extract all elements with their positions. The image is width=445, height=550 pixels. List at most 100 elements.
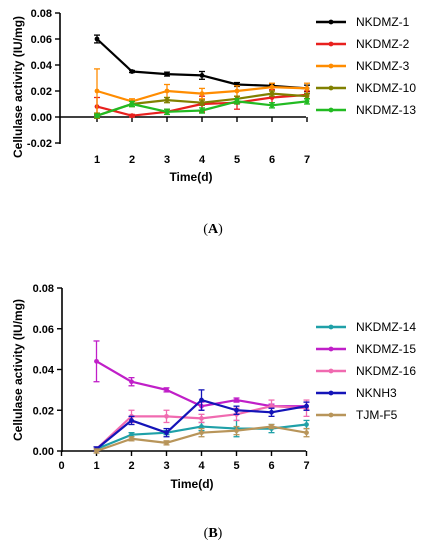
- data-point: [234, 88, 240, 94]
- data-point: [269, 409, 274, 415]
- legend-marker: [328, 412, 334, 418]
- series-nkdmz-1: [94, 34, 310, 93]
- data-point: [304, 93, 310, 99]
- data-point: [234, 407, 239, 413]
- series-nkdmz-13: [94, 98, 310, 119]
- data-point: [129, 113, 135, 119]
- data-point: [129, 101, 135, 107]
- data-point: [199, 430, 204, 436]
- data-point: [94, 358, 99, 364]
- y-tick-label: 0.06: [33, 324, 54, 336]
- legend-label: NKDMZ-2: [356, 37, 410, 51]
- x-tick-label: 3: [164, 154, 170, 166]
- data-point: [304, 422, 309, 427]
- x-tick-label: 4: [199, 154, 206, 166]
- data-point: [199, 108, 205, 113]
- legend-marker: [328, 85, 334, 91]
- data-point: [304, 99, 310, 104]
- x-tick-label: 6: [268, 460, 274, 472]
- data-point: [129, 432, 134, 438]
- x-tick-label: 5: [233, 460, 239, 472]
- data-point: [164, 387, 169, 393]
- legend-label: NKDMZ-10: [356, 81, 416, 95]
- data-point: [94, 113, 100, 119]
- legend-marker: [328, 324, 334, 330]
- x-tick-label: 1: [94, 154, 100, 166]
- x-tick-label: 0: [58, 460, 64, 472]
- data-point: [269, 424, 274, 429]
- y-tick-label: 0.08: [33, 283, 54, 295]
- x-tick-label: 7: [303, 460, 309, 472]
- data-point: [269, 84, 275, 90]
- data-point: [199, 397, 204, 403]
- legend-marker: [328, 390, 334, 396]
- data-point: [129, 379, 134, 385]
- data-point: [164, 88, 170, 94]
- legend-label: NKDMZ-3: [356, 59, 410, 73]
- data-point: [94, 88, 100, 94]
- data-point: [164, 71, 170, 77]
- data-point: [199, 416, 204, 421]
- data-point: [269, 91, 275, 96]
- y-tick-label: 0.02: [33, 405, 54, 417]
- data-point: [234, 99, 240, 104]
- x-tick-label: 1: [93, 460, 99, 472]
- data-point: [164, 413, 169, 419]
- y-tick-label: 0.06: [31, 34, 52, 46]
- x-tick-label: 2: [129, 154, 135, 166]
- data-point: [164, 440, 169, 446]
- legend-label: NKNH3: [356, 386, 397, 400]
- data-point: [129, 418, 134, 423]
- series-line: [96, 38, 308, 90]
- legend-marker: [328, 19, 334, 25]
- x-axis-label: Time(d): [170, 477, 213, 491]
- data-point: [94, 448, 99, 454]
- x-tick-label: 3: [163, 460, 169, 472]
- panel-label: (A): [203, 222, 223, 237]
- x-tick-label: 5: [234, 154, 240, 166]
- legend-marker: [328, 41, 334, 47]
- data-point: [269, 102, 275, 108]
- data-point: [304, 403, 309, 409]
- data-point: [304, 86, 310, 91]
- data-point: [129, 69, 135, 74]
- y-tick-label: 0.08: [31, 8, 52, 20]
- legend-marker: [328, 107, 334, 113]
- legend-label: NKDMZ-15: [356, 342, 416, 356]
- x-tick-label: 6: [269, 154, 275, 166]
- x-tick-label: 2: [128, 460, 134, 472]
- y-tick-label: -0.02: [27, 138, 52, 150]
- y-tick-label: 0.00: [33, 446, 54, 458]
- data-point: [304, 430, 309, 436]
- data-point: [199, 100, 205, 106]
- legend-label: NKDMZ-16: [356, 364, 416, 378]
- legend-label: NKDMZ-13: [356, 103, 416, 117]
- data-point: [269, 403, 274, 409]
- x-tick-label: 4: [198, 460, 205, 472]
- data-point: [94, 36, 100, 42]
- x-tick-label: 7: [304, 154, 310, 166]
- y-tick-label: 0.04: [33, 365, 55, 377]
- legend-label: TJM-F5: [356, 408, 398, 422]
- legend-marker: [328, 346, 334, 352]
- panel-label: (B): [204, 526, 223, 541]
- data-point: [164, 109, 170, 115]
- y-axis-label: Cellulase activity (IU/mg): [11, 16, 25, 158]
- data-point: [164, 97, 170, 103]
- data-point: [234, 428, 239, 434]
- x-axis-label: Time(d): [169, 170, 212, 184]
- data-point: [199, 91, 205, 96]
- chart-panel-a: -0.02 0.00 0.02 0.04 0.06 0.08 1 2 3 4 5 6 7 Cellulas…: [11, 8, 416, 237]
- data-point: [199, 73, 205, 78]
- legend-label: NKDMZ-14: [356, 320, 416, 334]
- y-tick-label: 0.04: [31, 60, 53, 72]
- y-tick-label: 0.00: [31, 112, 52, 124]
- data-point: [164, 430, 169, 436]
- chart-panel-b: 0.00 0.02 0.04 0.06 0.08 0 1 2 3 4 5 6 7 Cellulase ac…: [11, 283, 416, 541]
- series-tjm-f5: [93, 423, 310, 454]
- legend-marker: [328, 63, 334, 69]
- data-point: [234, 397, 239, 403]
- legend-marker: [328, 368, 334, 374]
- data-point: [129, 436, 134, 442]
